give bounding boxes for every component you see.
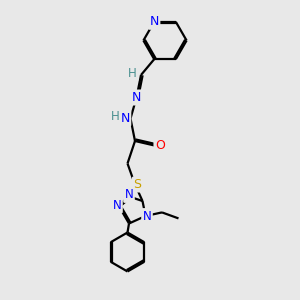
Text: N: N bbox=[124, 188, 134, 202]
Text: N: N bbox=[112, 199, 122, 212]
Text: S: S bbox=[134, 178, 141, 191]
Text: N: N bbox=[132, 91, 141, 104]
Text: H: H bbox=[128, 67, 137, 80]
Text: N: N bbox=[120, 112, 130, 125]
Text: H: H bbox=[110, 110, 119, 123]
Text: N: N bbox=[142, 209, 152, 223]
Text: O: O bbox=[155, 139, 165, 152]
Text: N: N bbox=[149, 15, 159, 28]
